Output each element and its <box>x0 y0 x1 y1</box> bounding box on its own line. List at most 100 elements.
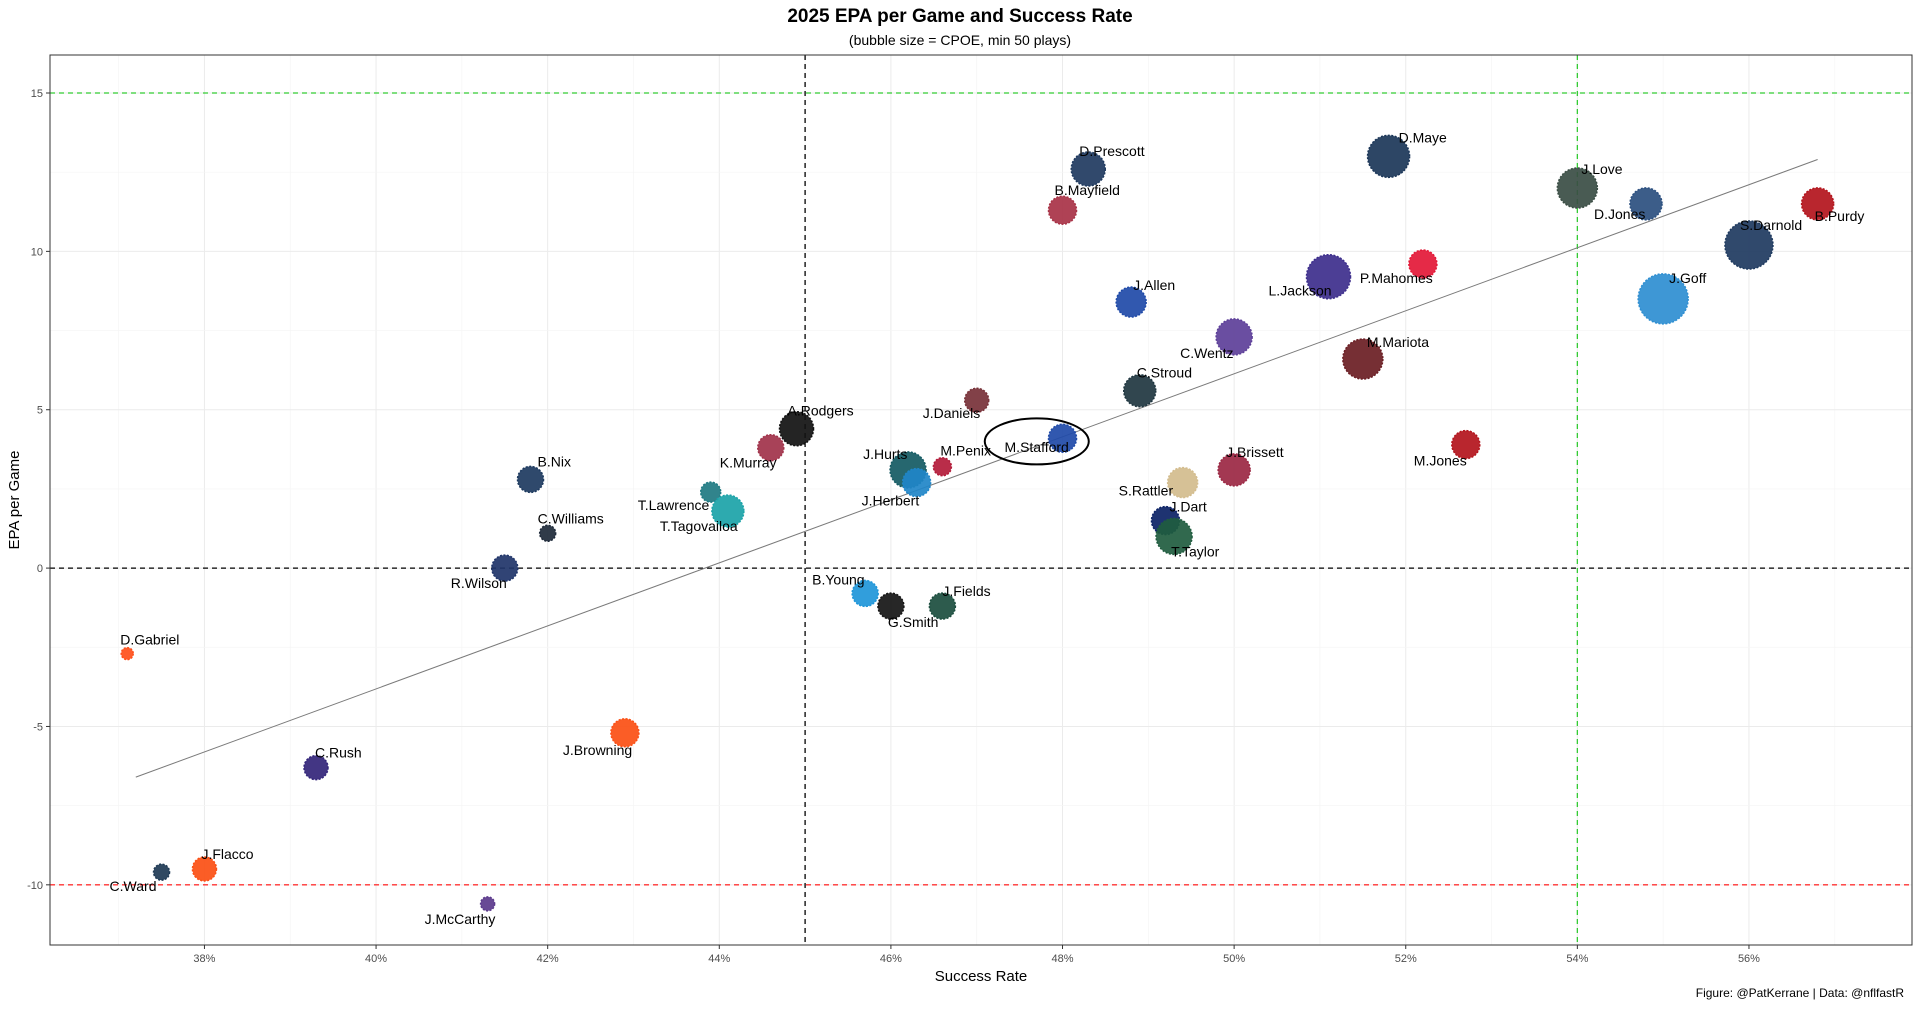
point-label: J.Fields <box>942 583 990 599</box>
point-label: P.Mahomes <box>1360 270 1433 286</box>
highlight-group <box>983 417 1090 466</box>
point-label: C.Rush <box>315 745 362 761</box>
point-label: J.Goff <box>1669 270 1706 286</box>
x-tick-label: 38% <box>193 953 215 965</box>
x-tick-label: 52% <box>1395 953 1417 965</box>
point-j-love <box>1556 167 1599 209</box>
point-label: B.Purdy <box>1815 208 1865 224</box>
point-label: C.Wentz <box>1180 345 1233 361</box>
y-axis-ticks: -10 -5 0 5 10 15 <box>27 88 50 892</box>
point-label: L.Jackson <box>1269 283 1332 299</box>
point-label: T.Taylor <box>1171 543 1220 559</box>
x-axis-title: Success Rate <box>935 968 1028 985</box>
point-label: R.Wilson <box>451 575 507 591</box>
point-d-jones <box>1629 187 1663 221</box>
x-tick-label: 50% <box>1223 953 1245 965</box>
y-tick-label: -5 <box>33 721 43 733</box>
reference-lines <box>50 55 1912 945</box>
point-label: J.Daniels <box>923 405 981 421</box>
point-label: D.Jones <box>1594 206 1645 222</box>
y-tick-label: 0 <box>37 563 43 575</box>
point-label: K.Murray <box>720 455 777 471</box>
point-j-flacco <box>191 856 218 882</box>
point-label: M.Stafford <box>1005 439 1069 455</box>
point-label: T.Tagovailoa <box>660 518 738 534</box>
point-label: C.Stroud <box>1137 365 1192 381</box>
point-j-allen <box>1115 286 1147 318</box>
point-label: M.Penix <box>940 443 991 459</box>
point-b-nix <box>516 465 545 494</box>
point-b-young <box>851 579 879 608</box>
point-j-daniels <box>963 387 990 413</box>
point-label: D.Prescott <box>1079 143 1144 159</box>
point-m-jones <box>1451 429 1481 460</box>
point-k-murray <box>757 433 785 462</box>
point-c-ward <box>152 863 171 881</box>
point-label: J.McCarthy <box>425 911 496 927</box>
point-l-jackson <box>1305 253 1352 300</box>
point-p-mahomes <box>1408 249 1438 279</box>
point-m-mariota <box>1342 338 1384 380</box>
point-j-browning <box>610 718 640 748</box>
point-label: M.Jones <box>1414 453 1467 469</box>
point-label: G.Smith <box>888 614 939 630</box>
point-label: D.Maye <box>1399 129 1447 145</box>
point-c-wentz <box>1215 318 1253 356</box>
point-t-taylor <box>1155 517 1193 556</box>
point-c-stroud <box>1122 373 1157 408</box>
x-tick-label: 40% <box>365 953 387 965</box>
x-tick-label: 54% <box>1566 953 1588 965</box>
point-label: J.Herbert <box>862 493 920 509</box>
point-j-fields <box>928 592 957 620</box>
point-label: J.Browning <box>563 742 632 758</box>
point-s-darnold <box>1724 220 1774 270</box>
x-tick-label: 46% <box>880 953 902 965</box>
point-label: B.Nix <box>538 453 571 469</box>
point-label: C.Williams <box>538 510 604 526</box>
point-c-rush <box>303 754 329 781</box>
y-axis-title: EPA per Game <box>6 451 23 550</box>
grid-lines <box>50 55 1912 945</box>
x-tick-label: 48% <box>1052 953 1074 965</box>
point-label: J.Dart <box>1169 499 1206 515</box>
point-j-goff <box>1637 273 1689 325</box>
point-label: D.Gabriel <box>120 632 179 648</box>
trend-line <box>135 159 1818 778</box>
y-tick-label: 15 <box>31 88 43 100</box>
chart-title: 2025 EPA per Game and Success Rate <box>787 6 1133 27</box>
point-label: M.Mariota <box>1367 334 1429 350</box>
point-g-smith <box>877 592 905 620</box>
plot-panel-border <box>49 54 1913 946</box>
y-tick-label: 5 <box>37 405 43 417</box>
point-s-rattler <box>1166 466 1199 499</box>
point-label: S.Rattler <box>1119 483 1174 499</box>
point-label: A.Rodgers <box>788 403 854 419</box>
point-d-maye <box>1366 134 1411 179</box>
point-d-gabriel <box>120 646 134 661</box>
point-j-brissett <box>1217 453 1251 487</box>
point-m-stafford <box>1047 423 1078 453</box>
point-j-mccarthy <box>479 896 496 912</box>
point-m-penix <box>932 456 953 477</box>
point-label: S.Darnold <box>1740 217 1802 233</box>
y-tick-label: -10 <box>27 880 43 892</box>
point-label: B.Mayfield <box>1055 182 1120 198</box>
point-t-lawrence <box>699 481 722 503</box>
point-j-herbert <box>901 467 932 498</box>
point-label: T.Lawrence <box>638 497 710 513</box>
figure-caption: Figure: @PatKerrane | Data: @nflfastR <box>1695 986 1904 1000</box>
point-labels: D.Prescott D.Maye J.Love D.Jones B.Purdy S.Da… <box>110 129 1865 926</box>
x-axis-ticks: 38% 40% 42% 44% 46% 48% 50% 52% 54% 56% <box>193 945 1760 965</box>
point-d-prescott <box>1070 151 1107 187</box>
data-points <box>120 134 1835 912</box>
point-t-tagovailoa <box>711 494 745 528</box>
point-label: C.Ward <box>110 878 157 894</box>
x-tick-label: 56% <box>1738 953 1760 965</box>
trend-line-group <box>135 159 1818 778</box>
highlight-ellipse <box>983 417 1090 466</box>
point-r-wilson <box>491 554 519 582</box>
x-tick-label: 44% <box>708 953 730 965</box>
point-label: B.Young <box>812 571 864 587</box>
chart-subtitle: (bubble size = CPOE, min 50 plays) <box>848 32 1072 48</box>
